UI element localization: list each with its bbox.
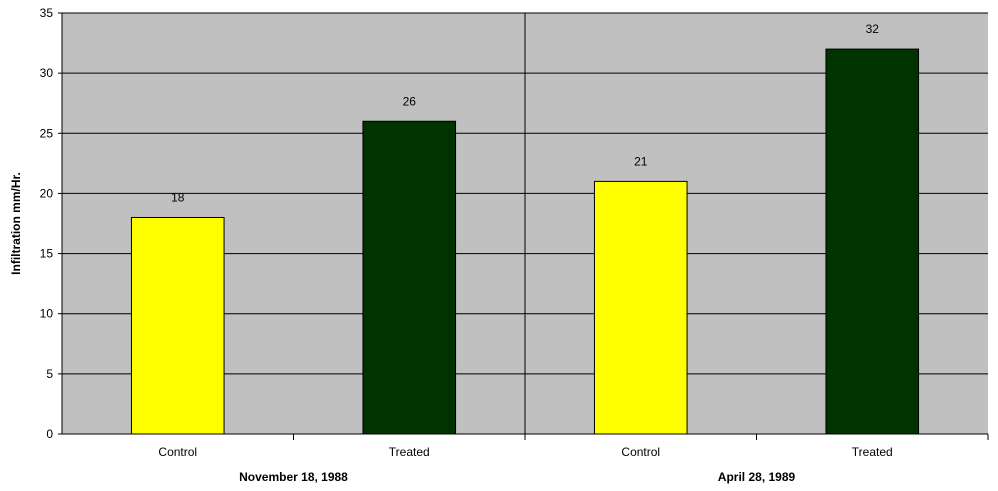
labels: 0 5 10 15 20 25 30 35 18 Control 26 Treated November…	[40, 6, 893, 484]
category-label: Control	[621, 445, 660, 459]
data-label: 18	[171, 190, 185, 204]
y-tick-label: 25	[40, 126, 54, 140]
y-tick-label: 30	[40, 66, 54, 80]
category-label: Control	[158, 445, 197, 459]
y-tick-label: 20	[40, 186, 54, 200]
y-tick-label: 5	[46, 367, 53, 381]
data-label: 26	[403, 94, 417, 108]
y-tick-label: 15	[40, 247, 54, 261]
group-label: November 18, 1988	[239, 470, 348, 484]
y-tick-label: 0	[46, 427, 53, 441]
category-label: Treated	[389, 445, 430, 459]
data-label: 32	[866, 22, 880, 36]
group-label: April 28, 1989	[718, 470, 796, 484]
data-label: 21	[634, 154, 648, 168]
category-label: Treated	[852, 445, 893, 459]
y-tick-label: 35	[40, 6, 54, 20]
y-axis-title: Infiltration mm/Hr.	[9, 172, 23, 275]
bar-control-2	[593, 180, 688, 435]
axes	[58, 12, 989, 440]
bar-treated-1	[362, 120, 457, 435]
bar-control-1	[130, 216, 225, 435]
bar-treated-2	[825, 48, 920, 435]
y-tick-label: 10	[40, 307, 54, 321]
